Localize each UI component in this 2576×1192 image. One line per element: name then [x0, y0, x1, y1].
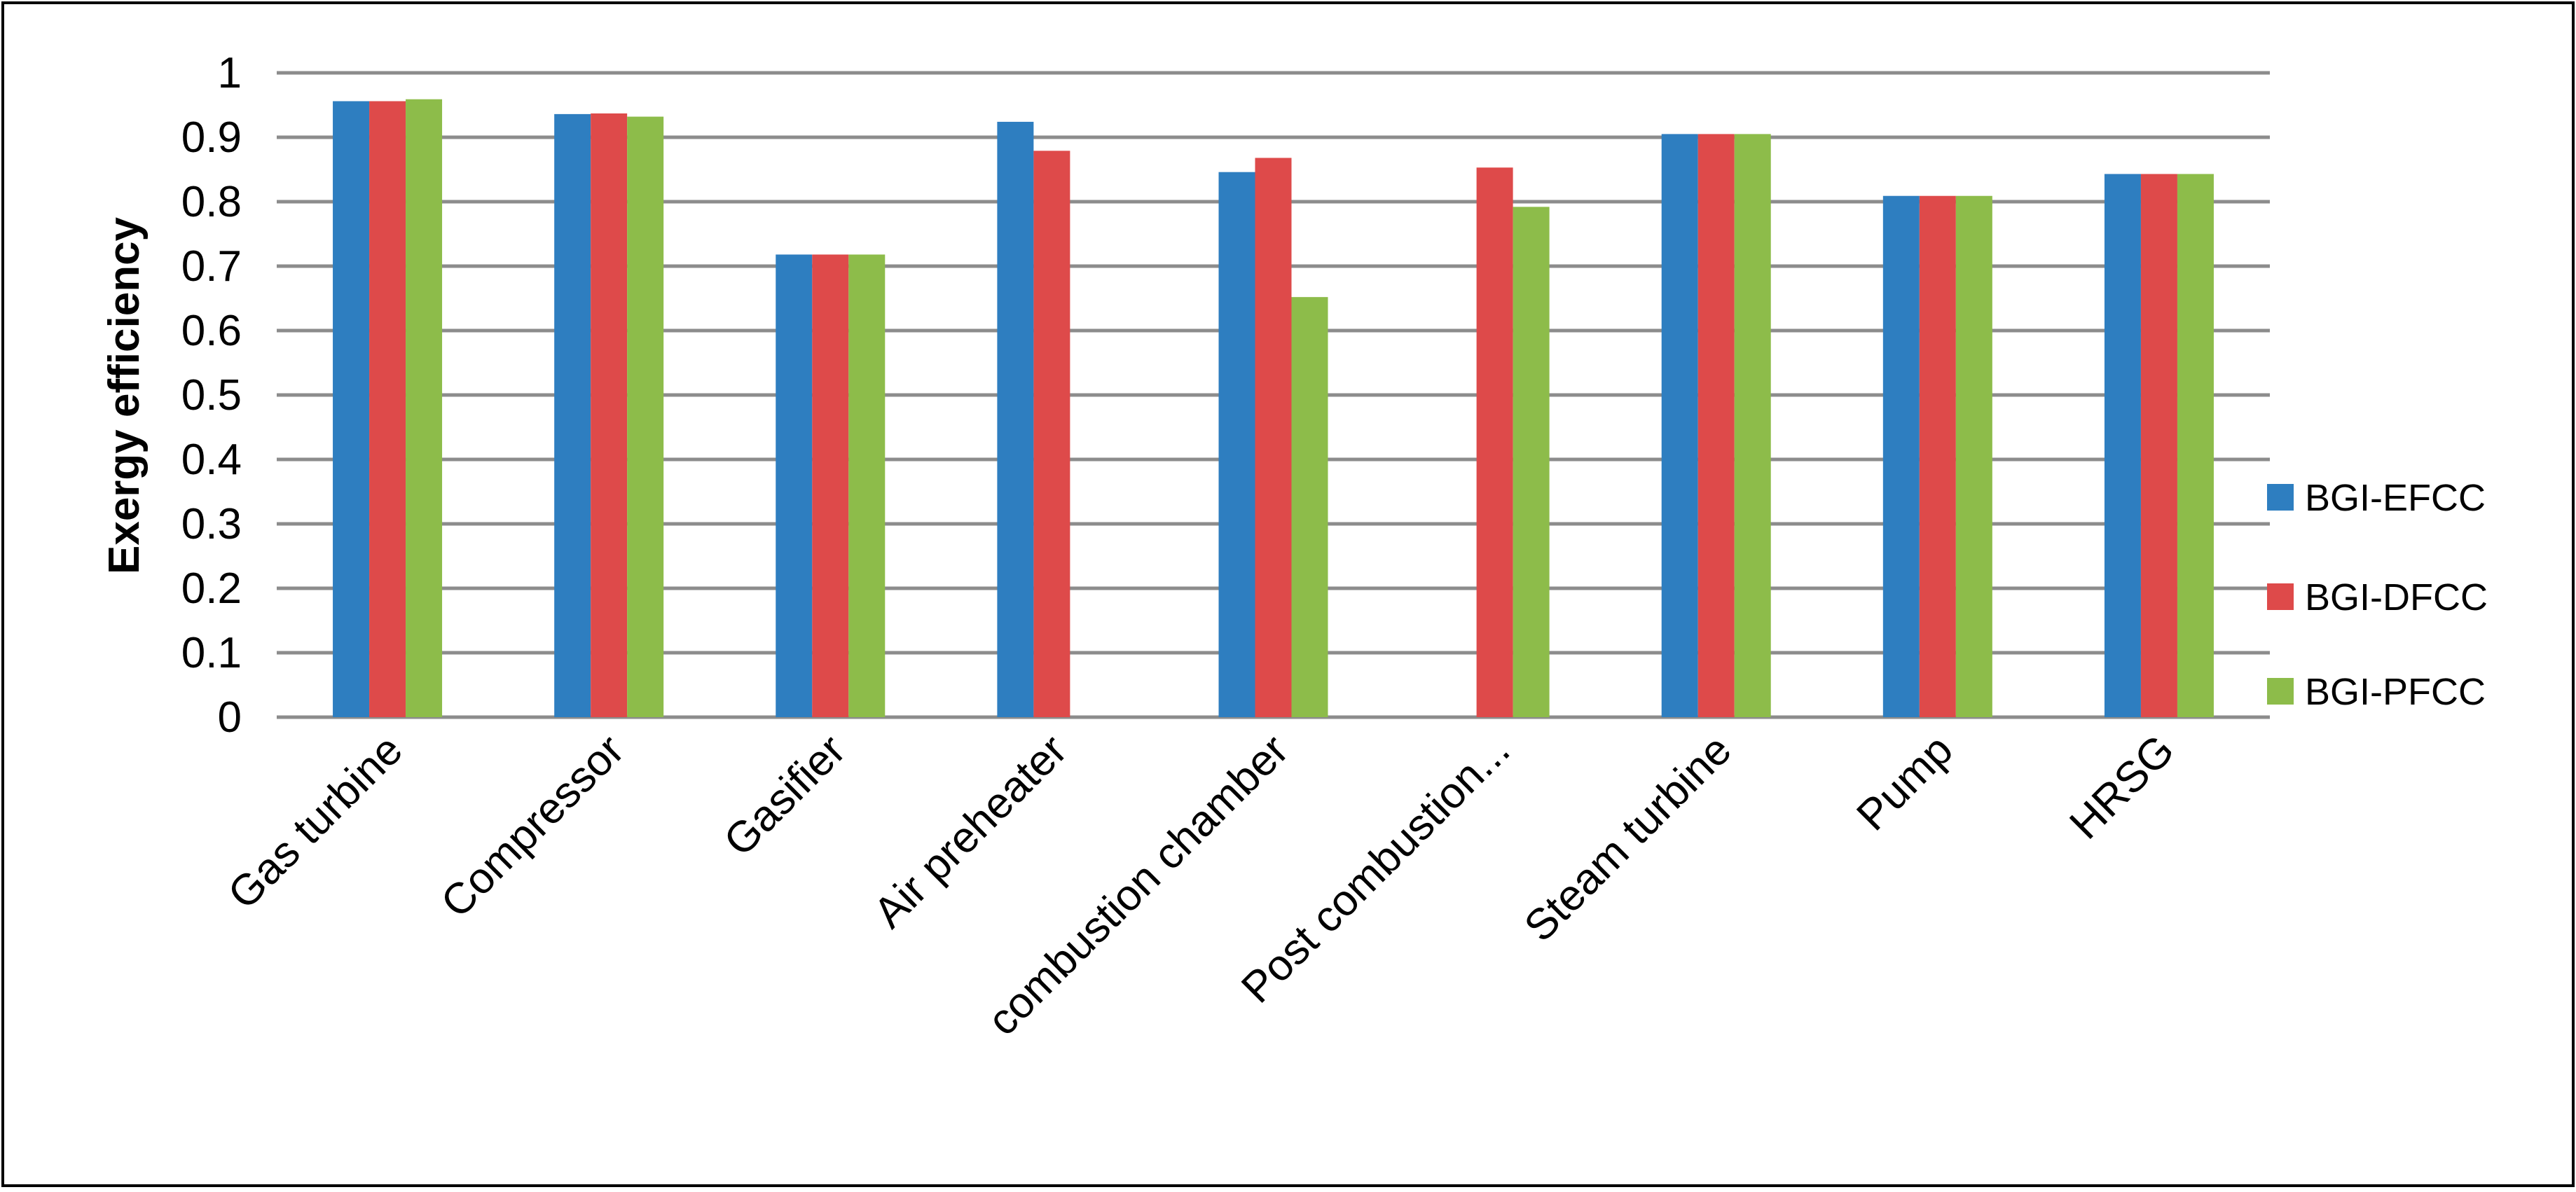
- y-tick-label: 0.3: [181, 500, 242, 548]
- bar-bgi-pfcc: [2177, 174, 2214, 717]
- legend-swatch: [2267, 583, 2294, 610]
- bar-bgi-efcc: [1661, 134, 1698, 717]
- y-tick-label: 0.1: [181, 629, 242, 677]
- bar-bgi-pfcc: [627, 116, 664, 717]
- y-axis-title: Exergy efficiency: [100, 216, 149, 574]
- y-tick-label: 0: [218, 693, 242, 742]
- bar-bgi-pfcc: [406, 99, 443, 718]
- bar-bgi-dfcc: [2140, 174, 2177, 717]
- legend-label: BGI-PFCC: [2305, 671, 2486, 713]
- y-tick-label: 0.2: [181, 564, 242, 613]
- bar-bgi-pfcc: [1955, 195, 1992, 718]
- bar-bgi-efcc: [1882, 195, 1920, 718]
- bar-bgi-dfcc: [1255, 158, 1292, 717]
- bar-bgi-pfcc: [848, 254, 886, 717]
- bar-bgi-pfcc: [1734, 134, 1771, 717]
- legend-swatch: [2267, 484, 2294, 511]
- bar-bgi-dfcc: [1919, 195, 1956, 718]
- bar-bgi-dfcc: [1476, 167, 1513, 718]
- y-tick-labels: 0 0.1 0.2 0.3 0.4 0.5 0.6 0.7 0.8 0.9 1: [181, 49, 242, 742]
- bar-bgi-dfcc: [812, 254, 849, 717]
- bar-bgi-dfcc: [1697, 134, 1735, 717]
- bar-bgi-efcc: [554, 113, 591, 717]
- legend-swatch: [2267, 678, 2294, 705]
- bar-bgi-efcc: [997, 121, 1034, 718]
- bar-bgi-efcc: [776, 254, 813, 717]
- bar-bgi-efcc: [1218, 172, 1255, 717]
- y-tick-label: 0.4: [181, 436, 242, 484]
- y-tick-label: 0.8: [181, 178, 242, 226]
- legend-label: BGI-DFCC: [2305, 576, 2488, 618]
- bars: [333, 99, 2214, 718]
- y-tick-label: 0.9: [181, 113, 242, 162]
- bar-bgi-efcc: [333, 101, 370, 718]
- bar-bgi-pfcc: [1291, 297, 1328, 717]
- bar-bgi-dfcc: [369, 101, 406, 718]
- legend: BGI-EFCC BGI-DFCC BGI-PFCC: [2267, 477, 2488, 713]
- bar-bgi-dfcc: [1033, 151, 1070, 717]
- y-tick-label: 0.7: [181, 242, 242, 291]
- bar-bgi-efcc: [2104, 174, 2141, 717]
- y-tick-label: 0.5: [181, 371, 242, 420]
- y-tick-label: 0.6: [181, 307, 242, 355]
- bar-bgi-pfcc: [1513, 207, 1550, 717]
- legend-label: BGI-EFCC: [2305, 477, 2486, 519]
- bar-bgi-dfcc: [591, 113, 628, 717]
- y-tick-label: 1: [218, 49, 242, 97]
